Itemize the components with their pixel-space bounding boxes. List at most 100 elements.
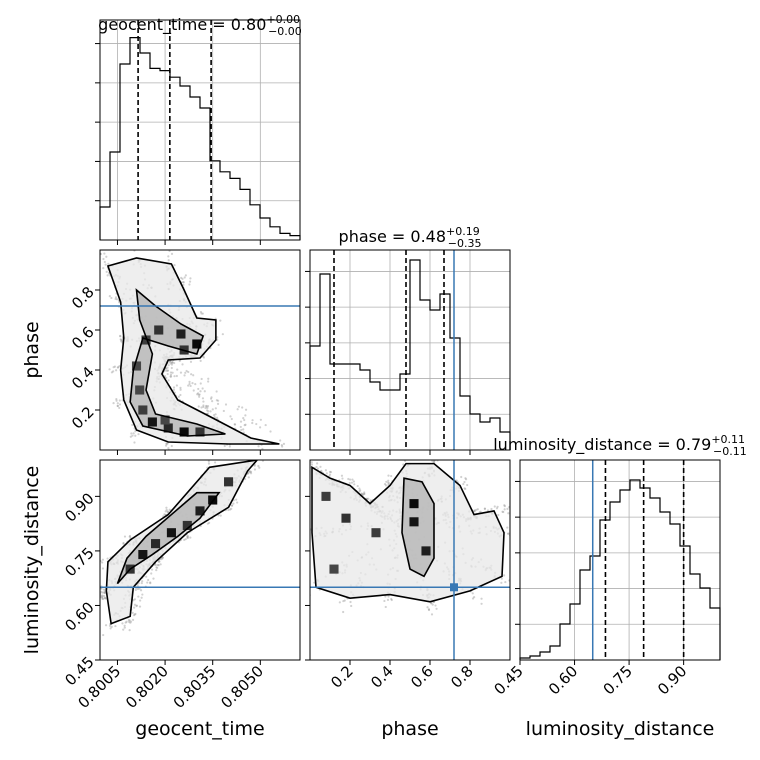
y-axis-phase: phase — [21, 321, 43, 378]
sample-point — [264, 423, 267, 427]
sample-point — [464, 477, 467, 480]
sample-point — [503, 574, 506, 577]
sample-point — [301, 459, 303, 461]
sample-point — [101, 561, 104, 564]
sample-point — [189, 360, 193, 363]
sample-point — [202, 405, 205, 409]
sample-point — [167, 364, 170, 367]
sample-point — [179, 388, 182, 391]
sample-point — [161, 556, 164, 559]
sample-point — [138, 605, 142, 608]
sample-point — [404, 456, 406, 458]
sample-point — [189, 384, 192, 388]
sample-point — [463, 487, 466, 490]
sample-point — [347, 477, 350, 481]
sample-point — [165, 508, 168, 511]
sample-point — [215, 416, 219, 419]
sample-point — [387, 595, 390, 598]
sample-point — [131, 423, 134, 427]
sample-point — [135, 604, 138, 608]
sample-point — [230, 417, 233, 421]
sample-point — [307, 461, 309, 463]
sample-point — [272, 445, 274, 447]
sample-point — [352, 480, 356, 483]
x-axis-phase: 0.2 0.4 0.6 0.8 phase — [327, 662, 477, 740]
sample-point — [166, 369, 169, 372]
sample-point — [207, 462, 211, 465]
sample-point — [106, 557, 109, 560]
sample-point — [138, 587, 141, 590]
sample-point — [473, 510, 476, 513]
sample-point — [180, 276, 183, 279]
x-axis-label: geocent_time — [135, 718, 264, 740]
sample-point — [201, 387, 204, 390]
sample-point — [125, 620, 128, 623]
sample-point — [175, 384, 178, 387]
sample-point — [122, 541, 125, 545]
y-axis-label: luminosity_distance — [21, 466, 43, 655]
sample-point — [183, 374, 186, 377]
histogram-phase — [309, 259, 511, 450]
sample-point — [235, 498, 238, 501]
sample-point — [249, 472, 253, 475]
sample-point — [229, 508, 232, 511]
sample-point — [217, 343, 220, 346]
sample-point — [241, 406, 244, 409]
sample-point — [363, 492, 366, 496]
joint-panel-phase-luminosity_distance — [301, 456, 516, 665]
sample-point — [502, 510, 505, 514]
sample-point — [191, 382, 194, 385]
title-plus: +0.00 — [266, 13, 300, 26]
sample-point — [113, 365, 117, 368]
sample-point — [356, 484, 359, 488]
sample-point — [500, 577, 503, 580]
sample-point — [181, 363, 184, 366]
sample-point — [258, 466, 261, 469]
sample-point — [383, 482, 387, 486]
sample-point — [501, 510, 504, 513]
density-outer — [106, 460, 258, 624]
sample-point — [385, 480, 388, 483]
sample-point — [506, 507, 509, 511]
sample-point — [206, 412, 210, 415]
sample-point — [434, 604, 437, 607]
sample-point — [105, 270, 108, 273]
sample-point — [236, 408, 239, 411]
sample-point — [165, 442, 168, 446]
sample-point — [384, 595, 387, 598]
sample-point — [186, 535, 189, 538]
panel-frame — [99, 19, 301, 241]
sample-point — [473, 509, 476, 512]
histogram-geocent_time — [99, 37, 301, 240]
sample-point — [306, 461, 308, 463]
sample-point — [167, 259, 170, 262]
density-cell — [329, 564, 339, 574]
sample-point — [115, 399, 118, 402]
sample-point — [257, 457, 259, 459]
sample-point — [430, 602, 433, 605]
sample-point — [165, 369, 168, 372]
sample-point — [248, 471, 251, 474]
x-tick-label: 0.2 — [327, 662, 357, 692]
sample-point — [205, 404, 208, 408]
sample-point — [100, 596, 104, 599]
sample-point — [115, 398, 118, 401]
sample-point — [206, 409, 209, 412]
sample-point — [302, 463, 304, 465]
sample-point — [514, 577, 516, 579]
sample-point — [103, 597, 107, 600]
sample-point — [303, 459, 305, 461]
sample-point — [503, 504, 506, 507]
sample-point — [244, 408, 248, 411]
sample-point — [387, 474, 390, 477]
y-tick-label: 0.6 — [68, 323, 98, 353]
density-cell — [409, 499, 419, 509]
sample-point — [164, 444, 168, 447]
sample-point — [112, 370, 115, 373]
sample-point — [173, 361, 176, 365]
sample-point — [209, 397, 213, 400]
sample-point — [350, 604, 353, 608]
sample-point — [227, 508, 230, 512]
sample-point — [212, 414, 216, 417]
